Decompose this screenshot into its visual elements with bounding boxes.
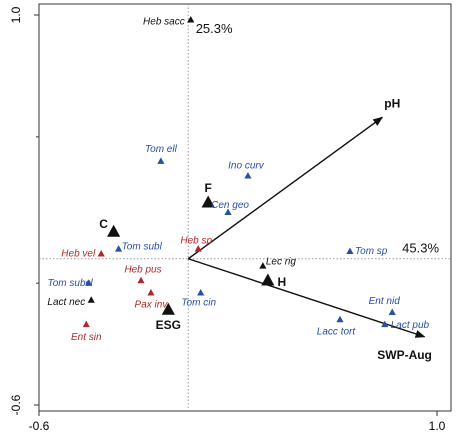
species-marker-lacc-tort	[336, 315, 344, 323]
species-label-tom-cin: Tom cin	[181, 298, 216, 309]
species-label-heb-pus: Heb pus	[124, 264, 161, 275]
species-marker-ent-nid	[388, 308, 396, 315]
labels-layer: 25.3% 45.3% pH SWP-Aug Heb sacc Tom ell Ino cu…	[47, 17, 439, 362]
env-label-esg: ESG	[156, 318, 181, 332]
species-label-lacc-tort: Lacc tort	[317, 326, 357, 337]
species-label-heb-sacc: Heb sacc	[143, 17, 185, 28]
y-tick-label-0-6: -0.6	[9, 394, 23, 415]
points-layer	[82, 15, 396, 328]
species-label-heb-sp: Heb sp	[180, 236, 212, 247]
species-marker-heb-vel	[97, 249, 105, 257]
species-marker-cen-geo	[224, 208, 232, 216]
species-marker-tom-subcl	[85, 279, 93, 286]
species-label-lec-rig: Lec rig	[266, 257, 296, 268]
species-label-lact-pub: Lact pub	[391, 320, 430, 331]
env-marker-c	[107, 224, 121, 237]
species-marker-heb-sp	[194, 245, 202, 252]
env-marker-f	[201, 195, 215, 208]
species-label-ent-sin: Ent sin	[71, 332, 102, 343]
species-marker-tom-cin	[197, 288, 205, 296]
species-marker-ino-curv	[244, 171, 252, 179]
species-label-cen-geo: Cen geo	[211, 200, 249, 211]
species-label-tom-subl: Tom subl	[122, 242, 163, 253]
species-marker-pax-inv	[147, 288, 155, 296]
species-marker-heb-sacc	[187, 15, 195, 23]
species-label-heb-vel: Heb vel	[61, 249, 96, 260]
species-label-ent-nid: Ent nid	[369, 296, 401, 307]
axis-variance-label-2: 45.3%	[402, 240, 439, 255]
species-marker-lact-pub	[381, 320, 389, 328]
species-label-tom-sp: Tom sp	[355, 246, 388, 257]
env-marker-esg	[161, 302, 175, 315]
species-marker-ent-sin	[82, 320, 90, 328]
y-tick-label-1-0: 1.0	[9, 6, 23, 23]
species-marker-heb-pus	[137, 276, 145, 284]
env-label-f: F	[204, 181, 211, 195]
plot-frame	[38, 3, 452, 412]
species-marker-lec-rig	[259, 262, 267, 269]
env-label-c: C	[99, 217, 108, 231]
species-marker-lact-nec	[87, 296, 95, 303]
vector-label-ph: pH	[384, 96, 400, 110]
env-label-h: H	[278, 275, 287, 289]
vector-label-swp-aug: SWP-Aug	[377, 348, 432, 362]
species-marker-tom-sp	[346, 247, 354, 255]
species-label-lact-nec: Lact nec	[47, 297, 85, 308]
species-label-tom-ell: Tom ell	[145, 144, 178, 155]
species-marker-tom-ell	[157, 157, 165, 164]
axes-layer: -0.6 1.0 1.0 -0.6	[9, 4, 451, 433]
species-label-ino-curv: Ino curv	[228, 161, 265, 172]
axis-variance-label-1: 25.3%	[196, 21, 233, 36]
x-tick-label-0-6: -0.6	[29, 419, 50, 433]
env-marker-h	[261, 273, 275, 286]
species-label-pax-inv: Pax inv	[135, 300, 169, 311]
species-label-tom-subcl: Tom subcl	[48, 278, 94, 289]
species-marker-tom-subl	[115, 245, 123, 252]
vector-ph	[187, 116, 384, 260]
x-tick-label-1-0: 1.0	[429, 419, 446, 433]
